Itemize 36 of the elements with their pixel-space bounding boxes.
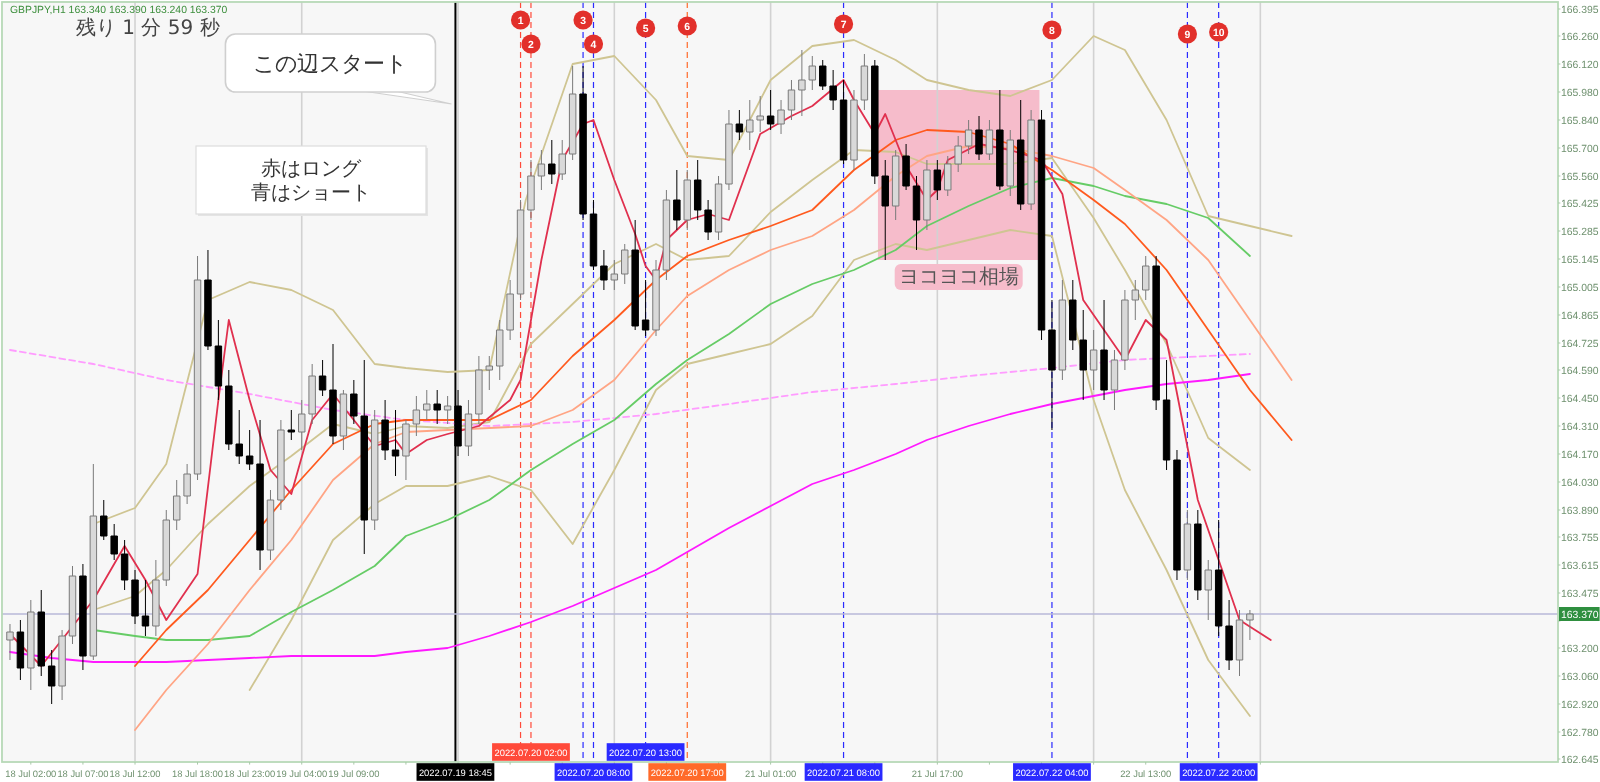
note-box: 赤はロング 青はショート — [195, 145, 428, 216]
candlestick — [766, 89, 775, 131]
candlestick — [1016, 99, 1025, 211]
candlestick — [985, 119, 994, 161]
candlestick — [1183, 509, 1192, 581]
candlestick — [443, 395, 452, 425]
candlestick — [287, 409, 296, 441]
candlestick — [673, 169, 681, 231]
candlestick — [891, 149, 900, 221]
candlestick — [6, 623, 14, 661]
candlestick — [370, 409, 379, 531]
candlestick — [27, 599, 35, 691]
candlestick — [1204, 559, 1212, 621]
text: 残り 1 分 59 秒 — [76, 16, 220, 40]
annotation: この辺スタート — [253, 51, 408, 77]
candlestick — [79, 563, 87, 671]
candlestick — [923, 159, 931, 231]
annotation: 青はショート — [251, 181, 371, 205]
candlestick — [1027, 109, 1035, 211]
candlestick — [1100, 299, 1108, 401]
candlestick — [975, 115, 983, 161]
band-label: ヨコヨコ相場 — [894, 264, 1023, 290]
candlestick — [683, 169, 691, 231]
candlestick — [548, 139, 556, 185]
candlestick — [339, 389, 348, 451]
candlestick — [89, 463, 98, 661]
candlestick — [1058, 279, 1067, 381]
candlestick — [735, 109, 744, 141]
annotation: 赤はロング — [261, 157, 363, 181]
candlestick — [1006, 129, 1014, 197]
candlestick — [16, 619, 25, 681]
candlestick — [933, 159, 942, 201]
candlestick — [996, 89, 1004, 191]
callout: この辺スタート — [224, 33, 453, 105]
candlestick — [1194, 509, 1202, 601]
candlestick — [433, 389, 441, 425]
